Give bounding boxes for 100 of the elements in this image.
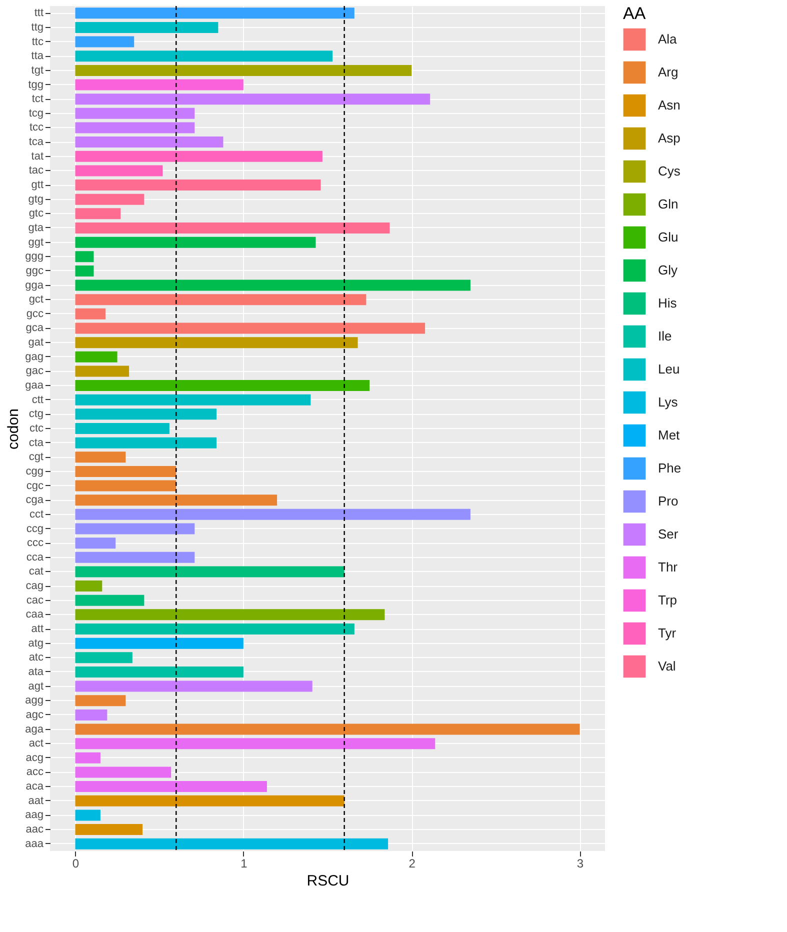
y-tick-label: att (31, 623, 44, 636)
y-tick-label: act (28, 738, 44, 750)
bar (75, 322, 426, 334)
bar (75, 452, 126, 463)
y-tick-label: gct (28, 294, 44, 306)
bar (75, 824, 142, 836)
bar (75, 709, 108, 720)
y-tick-label: gac (26, 365, 44, 378)
bar (75, 466, 176, 477)
legend-label: Gly (658, 262, 678, 278)
bar (75, 180, 321, 191)
y-tick-label: tcc (29, 122, 44, 134)
legend-label: Lys (658, 394, 678, 410)
y-tick-label: gtt (31, 179, 44, 192)
y-tick-label: ggc (26, 264, 44, 277)
y-tick-label: cgc (26, 480, 44, 492)
y-tick-label: cac (26, 594, 44, 606)
bar (75, 122, 195, 134)
y-tick-label: gag (25, 350, 44, 363)
legend-label: Met (658, 428, 680, 442)
y-tick-label: tgt (31, 64, 44, 76)
bar (75, 638, 244, 649)
y-tick-label: acg (26, 752, 44, 764)
y-tick-label: cgt (28, 451, 44, 464)
y-tick-label: cca (26, 551, 44, 564)
legend-label: Ser (658, 526, 679, 542)
bar (75, 408, 216, 420)
bar (75, 165, 163, 176)
y-tick-label: gtc (28, 208, 44, 220)
y-tick-label: ccc (27, 537, 44, 550)
y-tick-label: atc (28, 652, 44, 664)
x-tick-label: 3 (576, 856, 584, 870)
legend-label: Tyr (658, 626, 677, 640)
bar (75, 251, 94, 262)
bar (75, 366, 130, 377)
y-tick-label: tat (31, 150, 44, 162)
y-tick-label: cct (29, 508, 44, 520)
y-tick-label: gta (28, 222, 44, 234)
y-axis-title: codon (5, 408, 22, 450)
y-tick-label: cgg (26, 465, 44, 478)
x-tick-label: 1 (240, 856, 248, 870)
y-tick-label: ttt (34, 7, 44, 20)
y-tick-label: gca (26, 322, 44, 334)
bar (75, 624, 354, 635)
y-tick-label: ttc (32, 36, 44, 48)
bar (75, 781, 267, 792)
legend-title: AA (623, 4, 646, 23)
legend-label: Glu (658, 230, 678, 244)
bar (75, 795, 344, 806)
bar (75, 236, 316, 248)
bar (75, 94, 430, 105)
y-tick-label: aag (25, 809, 44, 822)
bar (75, 222, 390, 234)
y-tick-label: ctt (32, 394, 44, 406)
bar (75, 652, 132, 664)
bar (75, 294, 366, 306)
y-tick-label: cat (28, 566, 44, 578)
y-tick-label: ttg (31, 21, 44, 34)
bar (75, 351, 118, 362)
y-tick-label: caa (26, 608, 44, 621)
y-tick-label: tta (31, 50, 44, 62)
bar (75, 552, 195, 563)
bar (75, 594, 144, 606)
y-tick-label: gtg (28, 193, 44, 206)
y-tick-label: tac (28, 164, 44, 177)
legend-label: Leu (658, 362, 680, 376)
bar (75, 150, 322, 162)
bar (75, 394, 311, 406)
y-tick-label: ata (28, 666, 44, 678)
bar (75, 136, 224, 148)
bar (75, 666, 244, 678)
bar (75, 308, 106, 320)
legend-label: His (658, 296, 678, 310)
y-tick-label: atg (28, 637, 44, 650)
bar (75, 280, 470, 291)
bar (75, 108, 195, 119)
y-tick-label: aga (25, 723, 44, 736)
bar (75, 494, 278, 506)
y-tick-label: gcc (26, 308, 44, 320)
bar (75, 724, 580, 735)
bar (75, 752, 100, 764)
y-tick-label: tcg (28, 107, 44, 120)
y-tick-label: tca (28, 136, 44, 148)
y-tick-label: agg (25, 694, 44, 707)
y-tick-label: ccg (26, 522, 44, 535)
y-tick-label: aca (26, 780, 44, 793)
bar (75, 423, 170, 434)
bar (75, 265, 94, 276)
legend-label: Thr (658, 560, 678, 574)
legend-label: Val (658, 658, 676, 674)
y-tick-label: acc (26, 766, 44, 778)
y-tick-label: tgg (28, 78, 44, 91)
bar (75, 538, 116, 549)
y-tick-label: aaa (25, 838, 44, 850)
bar (75, 480, 176, 492)
y-tick-label: agt (28, 680, 44, 692)
bar (75, 337, 358, 348)
bar (75, 208, 121, 220)
bar (75, 680, 312, 692)
bar (75, 566, 344, 578)
